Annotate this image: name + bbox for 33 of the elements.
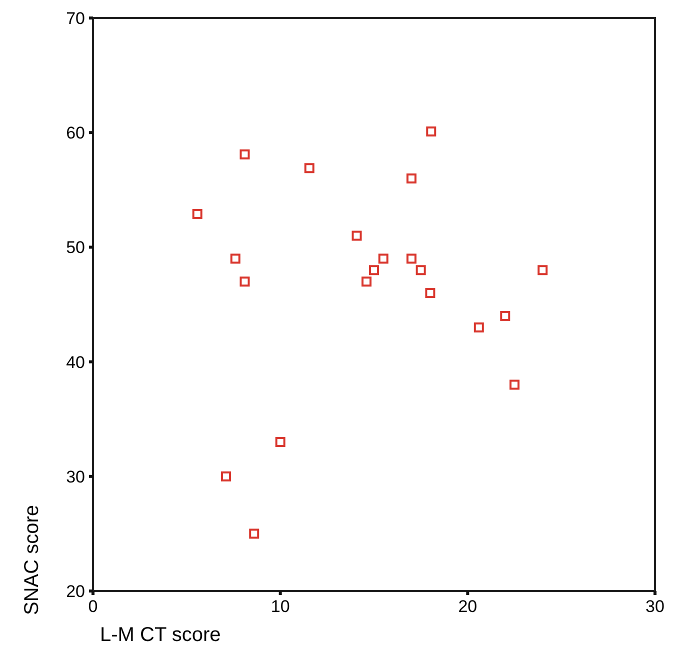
point (249, 528, 260, 539)
y-tick-label: 20 (66, 582, 85, 601)
y-tick-label: 30 (66, 467, 85, 486)
point (378, 254, 388, 264)
point (240, 276, 250, 287)
point (500, 310, 510, 321)
y-tick-label: 50 (66, 238, 85, 258)
point (221, 471, 232, 482)
point (426, 126, 436, 136)
x-axis-title: L-M CT score (100, 624, 221, 646)
point (240, 149, 250, 160)
point (230, 254, 240, 264)
point (304, 163, 314, 174)
x-tick-label: 0 (88, 597, 98, 616)
point (406, 254, 416, 264)
x-tick-label: 20 (458, 597, 478, 616)
y-tick-label: 60 (66, 124, 85, 143)
point (275, 437, 286, 448)
point (474, 322, 484, 332)
point (362, 276, 372, 287)
point (352, 230, 362, 241)
point (510, 380, 520, 390)
y-tick-label: 70 (66, 8, 85, 28)
point (538, 265, 548, 276)
point (416, 265, 426, 276)
y-axis-title: SNAC score (21, 504, 43, 616)
point (406, 173, 416, 184)
point (369, 265, 379, 276)
x-tick-label: 10 (270, 597, 290, 616)
y-tick-label: 40 (66, 352, 85, 372)
point (192, 208, 202, 219)
x-tick-label: 30 (646, 597, 664, 616)
point (425, 288, 436, 298)
